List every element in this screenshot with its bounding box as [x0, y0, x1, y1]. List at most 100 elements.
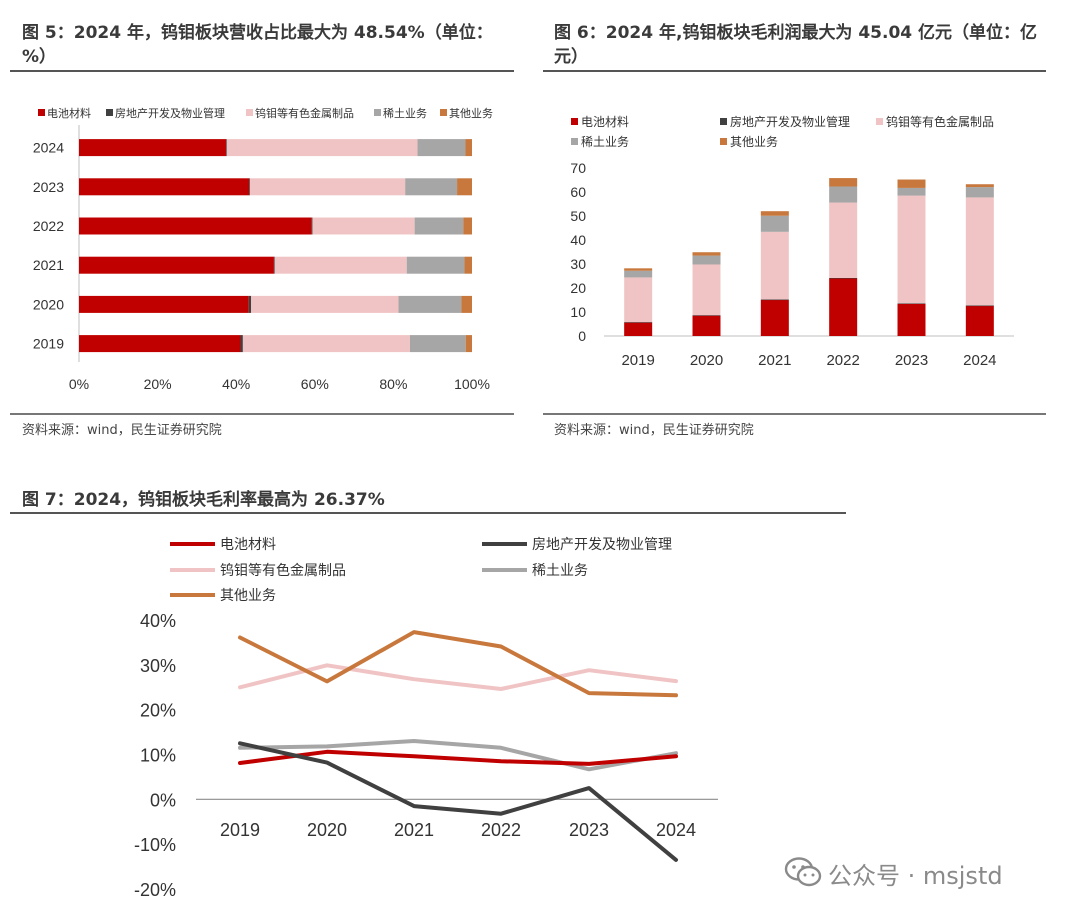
y-tick-label: 30% [140, 656, 176, 676]
bar-segment [465, 335, 472, 353]
bar-segment [829, 278, 858, 336]
y-tick-label: 20 [570, 280, 586, 296]
legend-label: 钨钼等有色金属制品 [220, 562, 346, 578]
category-label: 2019 [33, 336, 64, 352]
series-line [238, 749, 678, 766]
legend-label: 房地产开发及物业管理 [532, 536, 672, 552]
x-tick-label: 40% [222, 376, 250, 392]
bar-segment [624, 277, 653, 323]
figure5-top-rule [10, 70, 514, 72]
series-line [238, 739, 678, 772]
bar-segment [242, 335, 410, 353]
figure5-source: 资料来源：wind，民生证券研究院 [22, 423, 222, 438]
y-tick-label: 50 [570, 208, 586, 224]
figure7-top-rule [10, 512, 846, 514]
x-tick-label: 2020 [690, 352, 723, 369]
bar-segment [312, 217, 415, 235]
bar-segment [79, 256, 274, 274]
wechat-icon [784, 857, 822, 887]
y-tick-label: -10% [134, 835, 176, 855]
category-label: 2022 [33, 218, 64, 234]
bar-segment [760, 231, 789, 300]
bar-segment [274, 256, 407, 274]
series-line [238, 741, 678, 862]
bar-segment [79, 139, 226, 157]
figure6-bottom-rule [543, 413, 1046, 415]
bar-segment [624, 322, 653, 336]
x-tick-label: 2021 [758, 352, 791, 369]
figure6-source: 资料来源：wind，民生证券研究院 [554, 423, 754, 438]
bar-segment [692, 255, 721, 265]
bar-segment [897, 303, 926, 304]
legend-label: 房地产开发及物业管理 [115, 106, 225, 120]
x-tick-label: 60% [301, 376, 329, 392]
bar-segment [829, 277, 858, 279]
x-tick-label: 2021 [394, 820, 434, 840]
legend-label: 电池材料 [47, 106, 91, 120]
bar-segment [225, 139, 227, 157]
bar-segment [417, 139, 466, 157]
x-tick-label: 2022 [826, 352, 859, 369]
bar-segment [406, 256, 465, 274]
series-line [238, 663, 678, 691]
bar-segment [226, 139, 418, 157]
bar-segment [965, 305, 994, 336]
bar-segment [463, 217, 472, 235]
bar-segment [414, 217, 464, 235]
legend-label: 稀土业务 [532, 562, 588, 578]
x-tick-label: 2019 [621, 352, 654, 369]
x-tick-label: 80% [379, 376, 407, 392]
bar-segment [249, 178, 250, 196]
legend-label: 其他业务 [449, 107, 493, 120]
bar-segment [965, 187, 994, 198]
watermark-text: 公众号 · msjstd [828, 862, 1003, 890]
bar-segment [273, 256, 275, 274]
x-tick-label: 0% [69, 376, 89, 392]
legend-label: 其他业务 [730, 134, 778, 149]
bar-segment [897, 303, 926, 336]
bar-segment [624, 268, 653, 271]
x-tick-label: 2024 [656, 820, 696, 840]
bar-segment [692, 252, 721, 256]
bar-segment [79, 217, 312, 235]
legend-swatch [374, 109, 381, 116]
legend-swatch [876, 118, 883, 125]
x-tick-label: 2022 [481, 820, 521, 840]
bar-segment [249, 178, 406, 196]
bar-segment [79, 295, 249, 313]
bar-segment [829, 178, 858, 187]
bar-segment [760, 300, 789, 336]
bar-segment [79, 335, 241, 353]
category-label: 2020 [33, 296, 64, 312]
bar-segment [760, 299, 789, 301]
x-tick-label: 100% [454, 376, 490, 392]
series-line [238, 630, 678, 698]
category-label: 2024 [33, 140, 64, 156]
y-tick-label: 40% [140, 611, 176, 631]
figure5-bottom-rule [10, 413, 514, 415]
legend-label: 钨钼等有色金属制品 [255, 106, 354, 120]
x-tick-label: 2024 [963, 352, 996, 369]
bar-segment [692, 315, 721, 316]
legend-swatch [720, 118, 727, 125]
y-tick-label: 70 [570, 160, 586, 176]
revenue-share-chart: 电池材料 房地产开发及物业管理 钨钼等有色金属制品 稀土业务 其他业务 2024 2023 2… [33, 106, 493, 392]
bar-segment [760, 215, 789, 232]
bar-segment [465, 139, 472, 157]
bar-segment [240, 335, 243, 353]
bar-segment [464, 256, 472, 274]
bar-segment [760, 211, 789, 216]
figure7-title: 图 7：2024，钨钼板块毛利率最高为 26.37% [22, 490, 385, 510]
y-tick-label: 30 [570, 256, 586, 272]
legend-swatch [440, 109, 447, 116]
y-tick-label: 0 [578, 328, 586, 344]
y-tick-label: 20% [140, 701, 176, 721]
y-tick-label: 10 [570, 304, 586, 320]
x-tick-label: 2019 [220, 820, 260, 840]
bar-segment [79, 178, 250, 196]
x-tick-label: 2020 [307, 820, 347, 840]
bar-segment [251, 295, 399, 313]
